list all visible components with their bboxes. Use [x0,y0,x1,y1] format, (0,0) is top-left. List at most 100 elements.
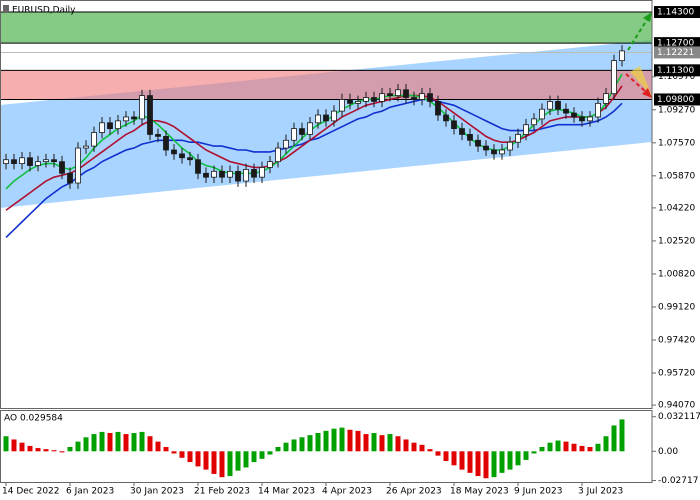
ao-bar [75,441,81,452]
ao-bar [99,431,105,452]
candle-body [83,145,89,149]
candle-body [3,159,9,164]
plot-marks [0,11,652,238]
arrows [625,12,652,98]
candle-body [571,112,577,118]
candle-body [467,134,473,141]
ao-bar [35,448,41,452]
ao-bar [59,451,65,453]
candle-body [259,167,265,178]
candle-body [19,157,25,164]
y-tick-label: 1.05870 [658,171,695,181]
candle-body [131,116,137,120]
ao-bar [563,441,569,452]
ao-bar [443,451,449,461]
candle-body [619,50,625,62]
ao-bar [275,447,281,452]
y-tick-label: 1.07570 [658,138,695,148]
level-label-box [654,93,700,106]
ao-bar [299,437,305,452]
candle-body [155,134,161,137]
y-tick-label: 0.032117 [658,412,700,422]
candle-body [67,172,73,184]
y-tick-label: 1.00820 [658,269,695,279]
ao-bar [403,439,409,452]
ao-bar [547,442,553,452]
x-tick-label: 14 Mar 2023 [258,487,315,497]
ao-bar [579,445,585,452]
ao-bar [459,451,465,470]
ao-bar [379,435,385,452]
candle-body [27,157,33,166]
candle-body [51,159,57,163]
level-label-box [654,37,700,50]
candle-body [195,159,201,174]
ao-bar [523,451,529,460]
ao-bar [163,447,169,452]
candle-body [595,102,601,118]
candle-body [387,93,393,96]
ao-bar [347,429,353,452]
candle-body [531,118,537,126]
ao-bar [179,451,185,458]
candle-body [203,172,209,178]
y-tick-label: 1.02520 [658,236,695,246]
candle-body [459,128,465,135]
ao-bar [171,451,177,454]
ao-bar [43,449,49,452]
ao-bar [195,451,201,467]
ao-bar [331,428,337,452]
candle-body [323,114,329,122]
ao-bar [243,451,249,468]
ao-bar [483,451,489,479]
arrow-head [642,88,652,98]
candle-body [355,101,361,104]
level-zone [0,70,652,100]
candle-body [99,122,105,133]
ao-bar [123,434,129,452]
candle-body [379,93,385,102]
y-tick-label: 0.95720 [658,369,695,379]
ao-bar [187,451,193,463]
ao-bar [395,436,401,452]
ao-bar [611,425,617,452]
candle-body [347,99,353,104]
candle-body [403,89,409,98]
x-tick-label: 4 Apr 2023 [322,487,372,497]
current-price-box [654,46,700,59]
candle-body [211,170,217,178]
ao-bar [475,451,481,477]
candle-body [11,159,17,164]
arrow-down [625,73,647,93]
main-panel-frame [0,0,653,409]
candle-body [331,110,337,122]
candle-body [587,116,593,122]
ao-bar [411,442,417,452]
x-tick-label: 26 Apr 2023 [386,487,442,497]
ao-bar [531,451,537,454]
candle-body [419,93,425,100]
ao-bar [27,445,33,452]
ao-bar [515,451,521,466]
candle-body [235,170,241,182]
level-label: 1.11300 [657,66,694,76]
candle-body [107,122,113,130]
y-tick-label: 0.97420 [658,336,695,346]
candle-body [395,89,401,96]
ao-bar [251,451,257,463]
ao-bar [227,451,233,477]
ao-bar [11,439,17,452]
ao-bar [219,451,225,478]
ao-bar [571,443,577,452]
ao-bar [339,427,345,452]
level-label: 1.14300 [657,8,694,18]
level-label-box [654,6,700,19]
ao-bar [323,430,329,452]
ao-bar [83,437,89,452]
candle-body [139,95,145,120]
ao-bar [307,435,313,452]
ao-bar [235,451,241,471]
ao-bar [67,447,73,452]
y-tick-label: 0.94070 [658,401,695,411]
